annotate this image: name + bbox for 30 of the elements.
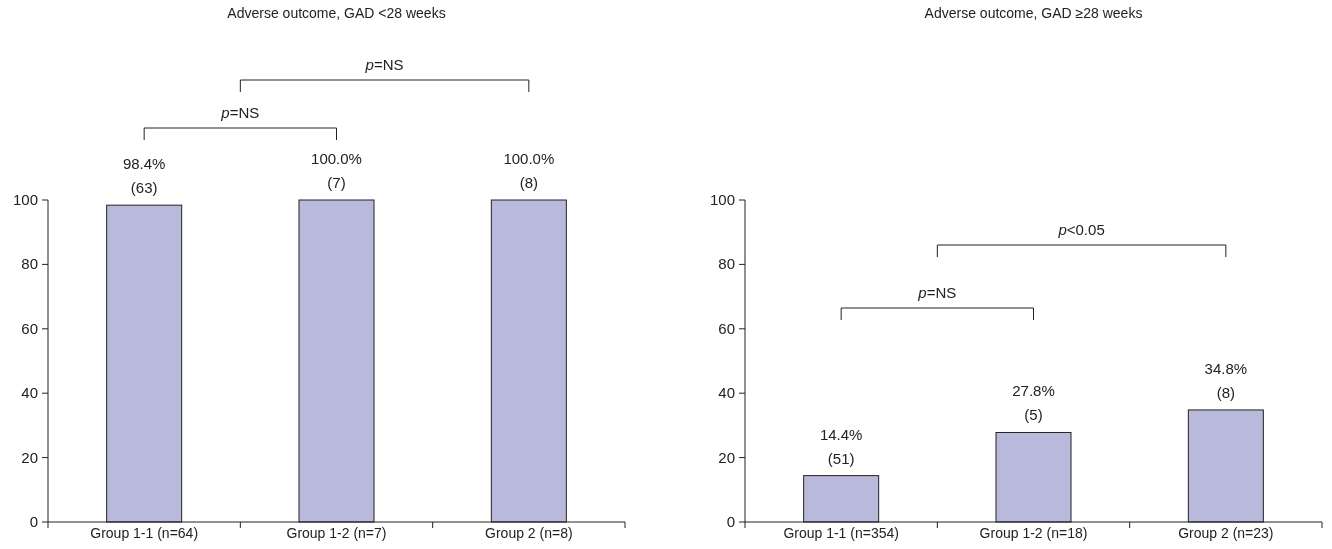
y-tick-label: 40 (21, 384, 38, 402)
data-label: 34.8% (8) (1204, 359, 1248, 401)
y-tick-label: 80 (21, 255, 38, 273)
annotation: p=NS (917, 284, 957, 301)
text: p=NS (364, 56, 404, 73)
data-label: 100.0% (7) (311, 150, 362, 191)
x-tick-label: Group 1-2 (n=18) (979, 525, 1088, 541)
chart-title: Adverse outcome, GAD <28 weeks (227, 5, 446, 21)
y-tick-label: 100 (12, 191, 38, 208)
y-tick-label: 0 (29, 513, 38, 530)
chart-title: Adverse outcome, GAD ≥28 weeks (924, 5, 1143, 21)
y-tick-label: 60 (718, 319, 735, 337)
text: p=NS (220, 104, 260, 121)
y-tick-label: 40 (718, 384, 735, 402)
data-label: 27.8% (5) (1012, 382, 1055, 424)
x-tick-label: Group 1-1 (n=354) (783, 525, 899, 541)
y-tick-label: 20 (21, 448, 38, 466)
x-tick-label: Group 2 (n=8) (485, 525, 573, 541)
x-tick-label: Group 1-1 (n=64) (90, 525, 199, 541)
x-tick-label: Group 1-2 (n=7) (286, 525, 387, 541)
x-tick-label: Group 2 (n=23) (1178, 525, 1274, 541)
y-tick-label: 60 (21, 319, 38, 337)
data-label: 100.0% (8) (503, 150, 555, 191)
data-label: 14.4% (51) (819, 425, 863, 467)
y-tick-label: 0 (726, 513, 735, 530)
y-tick-label: 100 (709, 191, 735, 208)
annotation: p<0.05 (1057, 221, 1105, 238)
y-tick-label: 80 (718, 255, 735, 273)
data-label: 98.4% (63) (122, 155, 166, 197)
y-tick-label: 20 (718, 448, 735, 466)
